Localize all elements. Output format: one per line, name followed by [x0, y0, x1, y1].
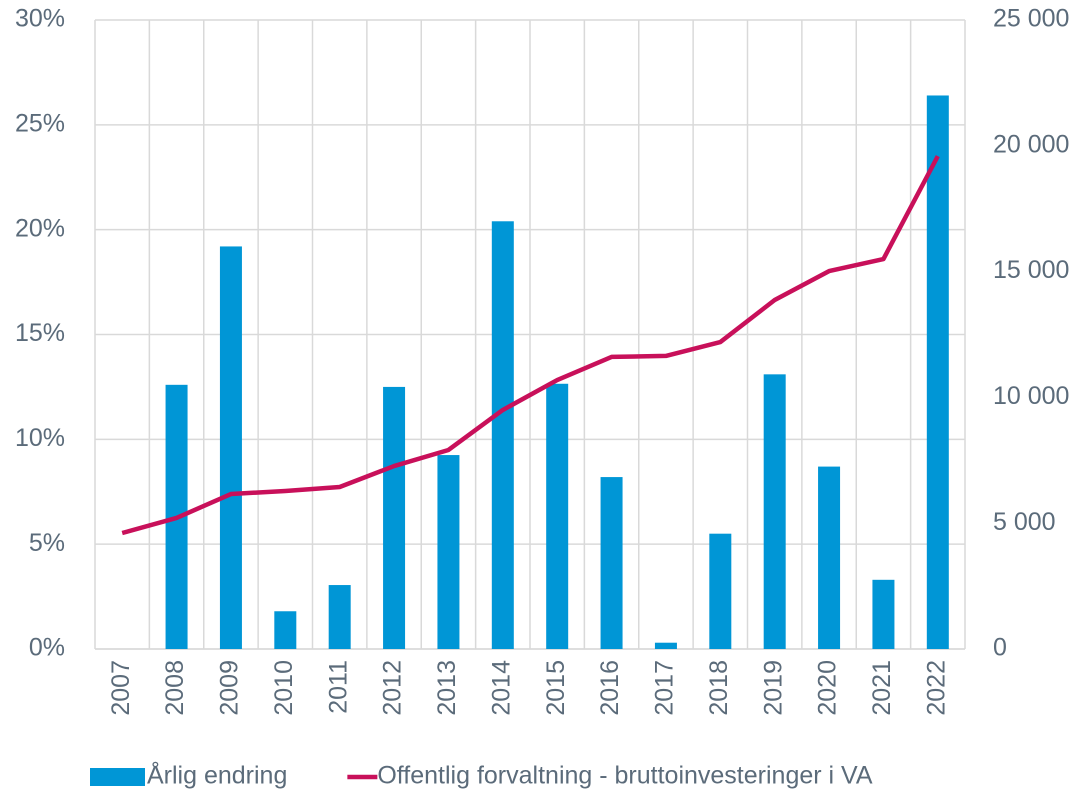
x-tick-label: 2019: [759, 660, 787, 716]
legend-label: Årlig endring: [147, 760, 287, 790]
x-tick-label: 2013: [433, 660, 461, 716]
bar: [600, 477, 623, 649]
y2-tick-label: 20 000: [993, 130, 1069, 158]
y-tick-label: 20%: [15, 214, 65, 242]
y-tick-label: 25%: [15, 109, 65, 137]
x-tick-label: 2009: [216, 660, 244, 716]
x-tick-label: 2012: [379, 660, 407, 716]
x-tick-label: 2007: [107, 660, 135, 716]
x-tick-label: 2021: [868, 660, 896, 716]
y-tick-label: 15%: [15, 319, 65, 347]
line: [121, 155, 940, 536]
x-tick-label: 2008: [161, 660, 189, 716]
bar: [654, 642, 677, 649]
legend-swatch: [90, 768, 145, 786]
x-tick-label: 2016: [596, 660, 624, 716]
y2-tick-label: 10 000: [993, 382, 1069, 410]
y2-tick-label: 25 000: [993, 5, 1069, 33]
x-tick-label: 2011: [324, 660, 352, 714]
y-tick-label: 5%: [29, 529, 65, 557]
x-tick-label: 2015: [542, 660, 570, 716]
bar: [437, 455, 460, 649]
bar: [546, 383, 569, 649]
y-tick-label: 10%: [15, 424, 65, 452]
x-tick-label: 2014: [487, 660, 515, 716]
bar: [709, 533, 732, 649]
y-tick-label: 30%: [15, 5, 65, 33]
x-tick-label: 2022: [922, 660, 950, 716]
bar: [763, 374, 786, 649]
bar: [491, 221, 514, 649]
x-tick-label: 2017: [651, 660, 679, 716]
bar: [383, 386, 406, 649]
bar: [274, 611, 297, 649]
bar: [328, 585, 351, 649]
y2-tick-label: 0: [993, 634, 1007, 662]
y2-tick-label: 5 000: [993, 508, 1056, 536]
bar: [219, 246, 242, 649]
x-tick-label: 2010: [270, 660, 298, 716]
x-tick-label: 2020: [814, 660, 842, 716]
bar: [926, 95, 949, 650]
bar: [818, 466, 841, 649]
bar: [872, 579, 895, 649]
y-tick-label: 0%: [29, 634, 65, 662]
legend-label: Offentlig forvaltning - bruttoinvesterin…: [377, 762, 872, 790]
x-tick-label: 2018: [705, 660, 733, 716]
y2-tick-label: 15 000: [993, 256, 1069, 284]
